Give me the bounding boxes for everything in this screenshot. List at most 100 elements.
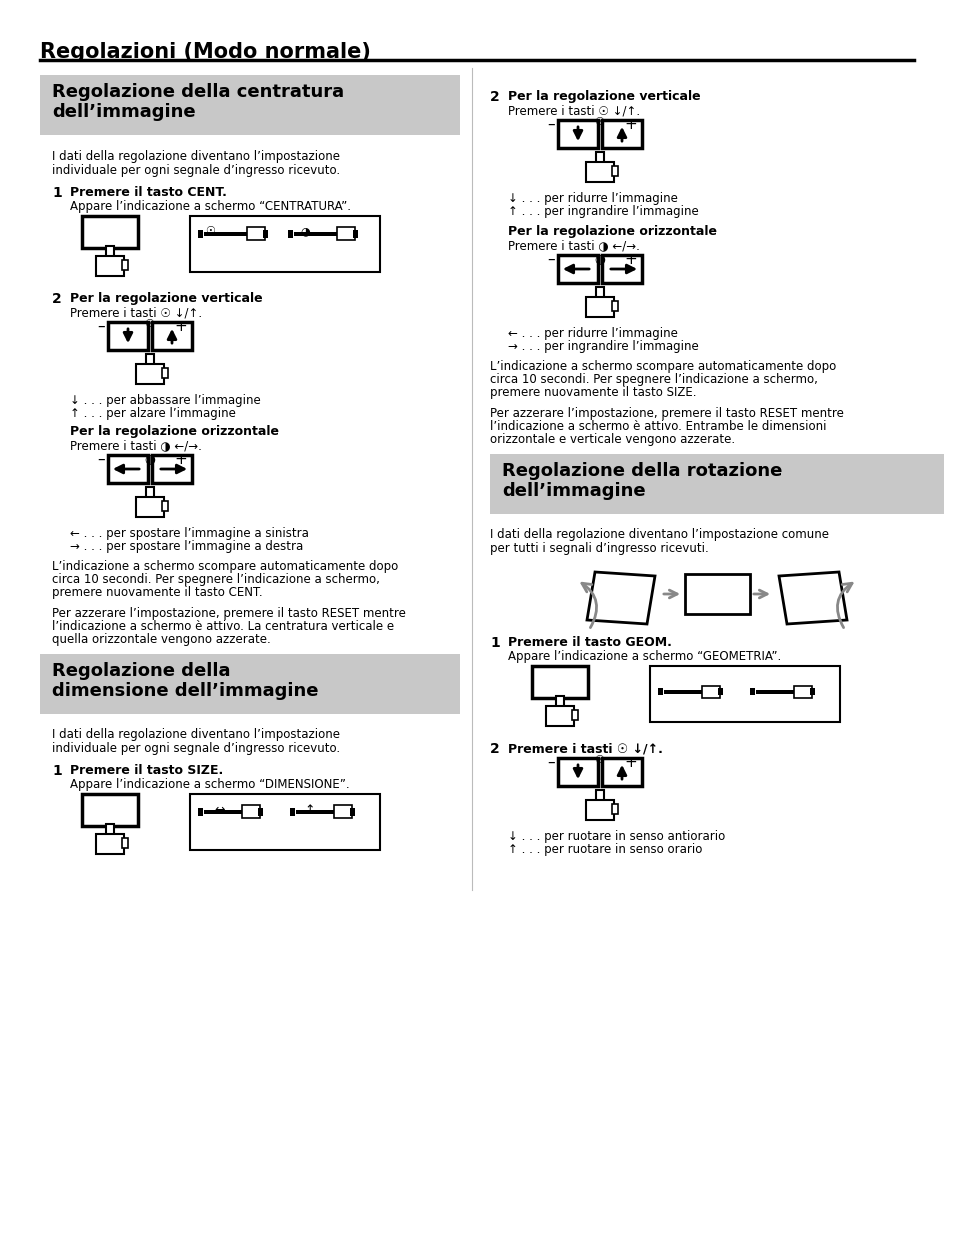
Text: Per la regolazione orizzontale: Per la regolazione orizzontale: [507, 225, 717, 238]
Text: ← . . . per spostare l’immagine a sinistra: ← . . . per spostare l’immagine a sinist…: [70, 527, 309, 540]
Bar: [658, 688, 662, 695]
Bar: [612, 165, 618, 177]
Text: per tutti i segnali d’ingresso ricevuti.: per tutti i segnali d’ingresso ricevuti.: [490, 542, 708, 555]
Bar: [288, 230, 293, 238]
Bar: [108, 322, 148, 350]
Bar: [263, 230, 268, 238]
Text: Regolazioni (Modo normale): Regolazioni (Modo normale): [40, 42, 371, 62]
Text: L’indicazione a schermo scompare automaticamente dopo: L’indicazione a schermo scompare automat…: [490, 359, 836, 373]
Bar: [649, 666, 840, 722]
Text: 2: 2: [52, 291, 62, 306]
Text: Regolazione della centratura: Regolazione della centratura: [52, 83, 344, 101]
Text: quella orizzontale vengono azzerate.: quella orizzontale vengono azzerate.: [52, 634, 271, 646]
Bar: [793, 685, 811, 698]
Bar: [558, 254, 598, 283]
Text: Premere i tasti ☉ ↓/↑.: Premere i tasti ☉ ↓/↑.: [507, 742, 662, 755]
Text: ☉: ☉: [205, 226, 214, 236]
Text: circa 10 secondi. Per spegnere l’indicazione a schermo,: circa 10 secondi. Per spegnere l’indicaz…: [490, 373, 817, 387]
Bar: [136, 496, 164, 517]
Bar: [532, 666, 587, 698]
Text: Premere i tasti ☉ ↓/↑.: Premere i tasti ☉ ↓/↑.: [70, 306, 202, 319]
Text: l’indicazione a schermo è attivo. Entrambe le dimensioni: l’indicazione a schermo è attivo. Entram…: [490, 420, 825, 433]
Text: individuale per ogni segnale d’ingresso ricevuto.: individuale per ogni segnale d’ingresso …: [52, 742, 340, 755]
Text: +: +: [623, 755, 636, 769]
Text: ◑: ◑: [300, 226, 310, 236]
Bar: [601, 120, 641, 148]
Bar: [558, 758, 598, 785]
Polygon shape: [586, 572, 655, 624]
Text: ◑: ◑: [594, 252, 604, 266]
Text: dell’immagine: dell’immagine: [52, 103, 195, 121]
Text: 2: 2: [490, 90, 499, 104]
Bar: [96, 256, 124, 275]
Text: Appare l’indicazione a schermo “DIMENSIONE”.: Appare l’indicazione a schermo “DIMENSIO…: [70, 778, 349, 790]
Text: Premere i tasti ☉ ↓/↑.: Premere i tasti ☉ ↓/↑.: [507, 104, 639, 117]
Bar: [350, 808, 355, 816]
Bar: [146, 354, 153, 366]
Bar: [585, 296, 614, 317]
Text: individuale per ogni segnale d’ingresso ricevuto.: individuale per ogni segnale d’ingresso …: [52, 164, 340, 177]
Text: Per la regolazione verticale: Per la regolazione verticale: [507, 90, 700, 103]
Text: L’indicazione a schermo scompare automaticamente dopo: L’indicazione a schermo scompare automat…: [52, 559, 397, 573]
Bar: [353, 230, 357, 238]
Bar: [601, 758, 641, 785]
Text: Premere i tasti ◑ ←/→.: Premere i tasti ◑ ←/→.: [507, 240, 639, 252]
Text: premere nuovamente il tasto SIZE.: premere nuovamente il tasto SIZE.: [490, 387, 696, 399]
Text: Per la regolazione orizzontale: Per la regolazione orizzontale: [70, 425, 278, 438]
Text: ← . . . per ridurre l’immagine: ← . . . per ridurre l’immagine: [507, 327, 678, 340]
Bar: [242, 805, 260, 818]
Bar: [40, 75, 459, 135]
Bar: [755, 690, 795, 694]
Bar: [152, 322, 192, 350]
Text: dimensione dell’immagine: dimensione dell’immagine: [52, 682, 318, 700]
Bar: [106, 824, 113, 836]
Bar: [40, 655, 459, 714]
Bar: [663, 690, 703, 694]
Bar: [718, 688, 722, 695]
Bar: [612, 804, 618, 814]
Bar: [82, 216, 138, 248]
Text: → . . . per ingrandire l’immagine: → . . . per ingrandire l’immagine: [507, 340, 698, 353]
Text: +: +: [173, 452, 187, 467]
Text: 1: 1: [52, 186, 62, 200]
Text: ↓ . . . per ruotare in senso antiorario: ↓ . . . per ruotare in senso antiorario: [507, 830, 724, 844]
Text: I dati della regolazione diventano l’impostazione comune: I dati della regolazione diventano l’imp…: [490, 529, 828, 541]
Bar: [190, 794, 379, 850]
Text: ↔: ↔: [214, 804, 225, 818]
Text: circa 10 secondi. Per spegnere l’indicazione a schermo,: circa 10 secondi. Per spegnere l’indicaz…: [52, 573, 379, 585]
Bar: [122, 839, 128, 848]
Bar: [146, 487, 153, 499]
Bar: [198, 808, 203, 816]
Bar: [257, 808, 263, 816]
Text: ◑: ◑: [144, 452, 154, 466]
Text: ↓ . . . per ridurre l’immagine: ↓ . . . per ridurre l’immagine: [507, 191, 678, 205]
Bar: [106, 246, 113, 258]
Text: ↑ . . . per ingrandire l’immagine: ↑ . . . per ingrandire l’immagine: [507, 205, 698, 219]
Text: +: +: [173, 319, 187, 333]
Bar: [749, 688, 754, 695]
Text: –: –: [97, 319, 105, 333]
Bar: [122, 261, 128, 270]
Bar: [558, 120, 598, 148]
Text: l’indicazione a schermo è attivo. La centratura verticale e: l’indicazione a schermo è attivo. La cen…: [52, 620, 394, 634]
Text: premere nuovamente il tasto CENT.: premere nuovamente il tasto CENT.: [52, 585, 262, 599]
Bar: [136, 364, 164, 384]
Bar: [108, 454, 148, 483]
Bar: [82, 794, 138, 826]
Bar: [96, 834, 124, 853]
Bar: [204, 232, 249, 236]
Polygon shape: [760, 674, 778, 688]
Bar: [490, 454, 943, 514]
Text: Premere il tasto SIZE.: Premere il tasto SIZE.: [70, 764, 223, 777]
Bar: [190, 216, 379, 272]
Text: ↑ . . . per ruotare in senso orario: ↑ . . . per ruotare in senso orario: [507, 844, 701, 856]
Text: I dati della regolazione diventano l’impostazione: I dati della regolazione diventano l’imp…: [52, 149, 339, 163]
Text: Regolazione della rotazione: Regolazione della rotazione: [501, 462, 781, 480]
Bar: [585, 800, 614, 820]
Bar: [701, 685, 720, 698]
Bar: [585, 162, 614, 182]
Bar: [596, 152, 603, 164]
Text: ↕: ↕: [304, 804, 314, 818]
Bar: [290, 808, 294, 816]
Text: → . . . per spostare l’immagine a destra: → . . . per spostare l’immagine a destra: [70, 540, 303, 553]
